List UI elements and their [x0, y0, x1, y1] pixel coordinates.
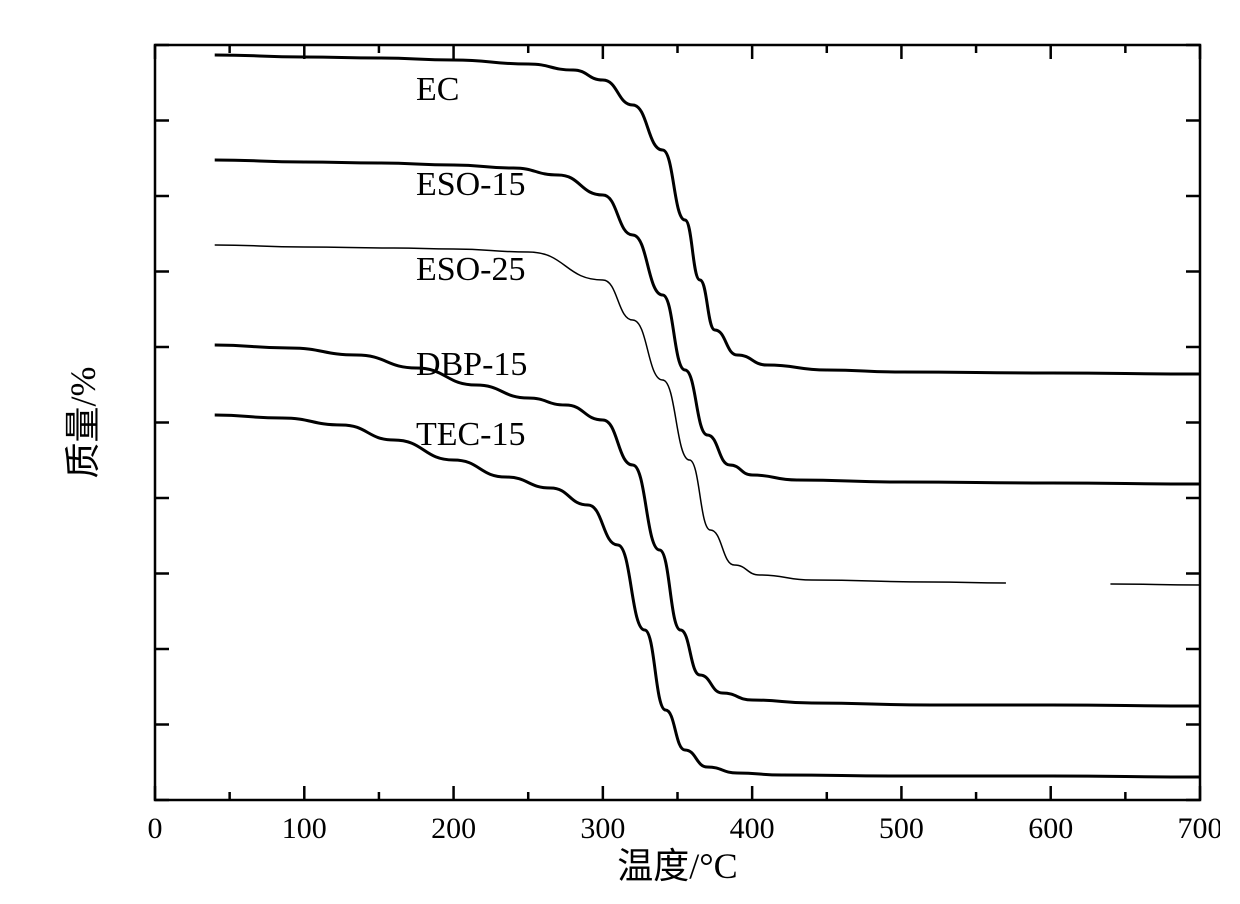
- x-tick-label: 600: [1028, 812, 1073, 845]
- x-tick-label: 700: [1178, 812, 1221, 845]
- series-EC: [215, 55, 1200, 374]
- x-tick-label: 0: [148, 812, 163, 845]
- series-TEC-15: [215, 415, 1200, 777]
- x-tick-label: 200: [431, 812, 476, 845]
- x-tick-label: 400: [730, 812, 775, 845]
- series-label-DBP-15: DBP-15: [416, 346, 527, 383]
- chart-svg: 0 100 200 300 400 500 600 700 温度/°C 质量/% EC ESO-15 E…: [20, 20, 1220, 884]
- series-label-EC: EC: [416, 71, 459, 108]
- series-DBP-15: [215, 345, 1200, 706]
- x-tick-label: 100: [282, 812, 327, 845]
- series-ESO-25: [215, 245, 1006, 583]
- tga-chart: 0 100 200 300 400 500 600 700 温度/°C 质量/% EC ESO-15 E…: [20, 20, 1220, 884]
- series-ESO-25-seg2: [1110, 584, 1200, 585]
- series-ESO-15: [215, 160, 1200, 484]
- x-tick-label: 500: [879, 812, 924, 845]
- x-axis-label: 温度/°C: [617, 846, 737, 884]
- series-label-ESO-25: ESO-25: [416, 251, 526, 288]
- y-axis-label: 质量/%: [63, 367, 103, 479]
- series-label-TEC-15: TEC-15: [416, 416, 526, 453]
- series-label-ESO-15: ESO-15: [416, 166, 526, 203]
- x-tick-label: 300: [580, 812, 625, 845]
